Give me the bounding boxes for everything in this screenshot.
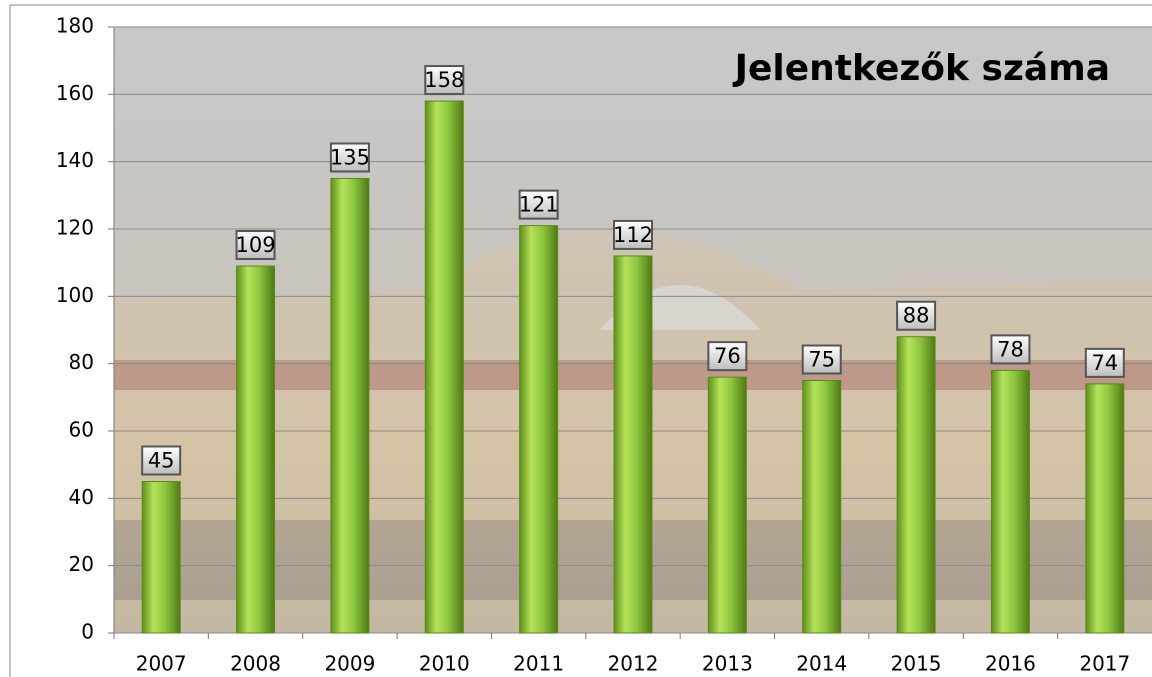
y-tick-label: 180 [56, 14, 94, 38]
y-tick-label: 40 [69, 485, 94, 509]
y-tick-label: 60 [69, 418, 94, 442]
value-label: 109 [235, 233, 275, 257]
y-tick-label: 20 [69, 552, 94, 576]
x-tick-label: 2013 [702, 652, 753, 676]
value-label-box [424, 65, 465, 96]
x-tick-label: 2010 [419, 652, 470, 676]
value-label-box [518, 189, 559, 220]
bar [141, 481, 181, 634]
bar [236, 265, 276, 634]
y-tick-label: 140 [56, 148, 94, 172]
y-tick-label: 120 [56, 216, 94, 240]
x-tick-label: 2007 [136, 652, 187, 676]
value-label: 112 [613, 223, 653, 247]
value-label-box [1084, 347, 1125, 378]
x-tick-label: 2016 [985, 652, 1036, 676]
value-label: 45 [148, 449, 175, 473]
x-tick-label: 2014 [796, 652, 847, 676]
value-label-box [896, 300, 937, 331]
bar [707, 376, 747, 634]
bar [990, 369, 1030, 634]
value-label: 135 [330, 146, 370, 170]
x-tick-label: 2012 [608, 652, 659, 676]
value-label-box [235, 230, 276, 261]
bar [896, 336, 936, 634]
x-tick-label: 2008 [230, 652, 281, 676]
chart-title: Jelentkezők száma [732, 48, 1110, 89]
x-tick-label: 2009 [324, 652, 375, 676]
bar [613, 255, 653, 634]
value-label-box [801, 344, 842, 375]
x-tick-label: 2011 [513, 652, 564, 676]
bar [519, 225, 559, 634]
x-tick-label: 2017 [1079, 652, 1130, 676]
value-label: 76 [714, 344, 741, 368]
value-label: 121 [519, 193, 559, 217]
value-label: 74 [1091, 351, 1118, 375]
y-tick-label: 160 [56, 81, 94, 105]
y-tick-label: 0 [81, 620, 94, 644]
value-label-box [141, 445, 182, 476]
y-tick-label: 80 [69, 350, 94, 374]
bar [424, 100, 464, 634]
bar [802, 380, 842, 634]
value-label: 78 [997, 337, 1024, 361]
value-label-box [329, 142, 370, 173]
value-label-box [613, 219, 653, 250]
value-label-box [990, 334, 1031, 365]
bar [330, 178, 370, 634]
y-tick-label: 100 [56, 283, 94, 307]
value-label: 75 [808, 348, 835, 372]
bar [1085, 383, 1125, 634]
x-tick-label: 2015 [891, 652, 942, 676]
value-label: 158 [424, 68, 464, 92]
value-label: 88 [903, 304, 930, 328]
value-label-box [707, 341, 748, 372]
